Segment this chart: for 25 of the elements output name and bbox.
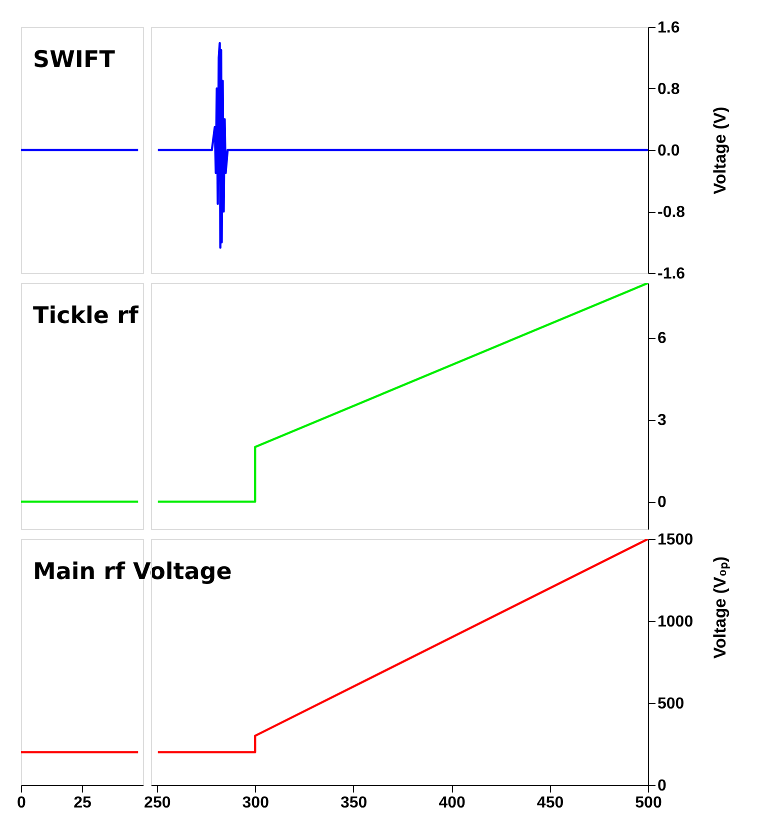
- line-series: [156, 42, 648, 249]
- y-tick-label: 1.6: [658, 20, 680, 36]
- text: SWIFT: [33, 47, 116, 73]
- y-tick-label: 0: [658, 494, 666, 512]
- y-axis-title: Voltage (V): [710, 106, 730, 194]
- x-tick-label: 450: [536, 794, 564, 812]
- y-axis-title: Voltage (V₀ₚ): [710, 556, 730, 659]
- x-tick-label: 250: [144, 794, 171, 812]
- y-tick-label: -1.6: [658, 266, 686, 282]
- y-tick-label: 0.8: [658, 81, 680, 98]
- y-tick-label: -0.8: [658, 204, 686, 221]
- x-tick-label: 300: [242, 794, 270, 812]
- y-tick-label: 0.0: [658, 142, 680, 160]
- y-tick-label: 500: [658, 696, 684, 712]
- x-tick-label: 0: [17, 794, 26, 812]
- y-tick-label: 6: [658, 330, 666, 348]
- x-tick-label: 350: [340, 794, 368, 812]
- text: Tickle rf: [33, 303, 140, 329]
- x-tick-label: 25: [74, 794, 92, 812]
- x-tick-label: 400: [438, 794, 466, 812]
- y-tick-label: 1000: [658, 614, 694, 630]
- text: Main rf Voltage: [33, 559, 232, 585]
- y-tick-label: 0: [658, 778, 666, 794]
- y-tick-label: 3: [658, 412, 666, 430]
- y-tick-label: 1500: [658, 532, 694, 548]
